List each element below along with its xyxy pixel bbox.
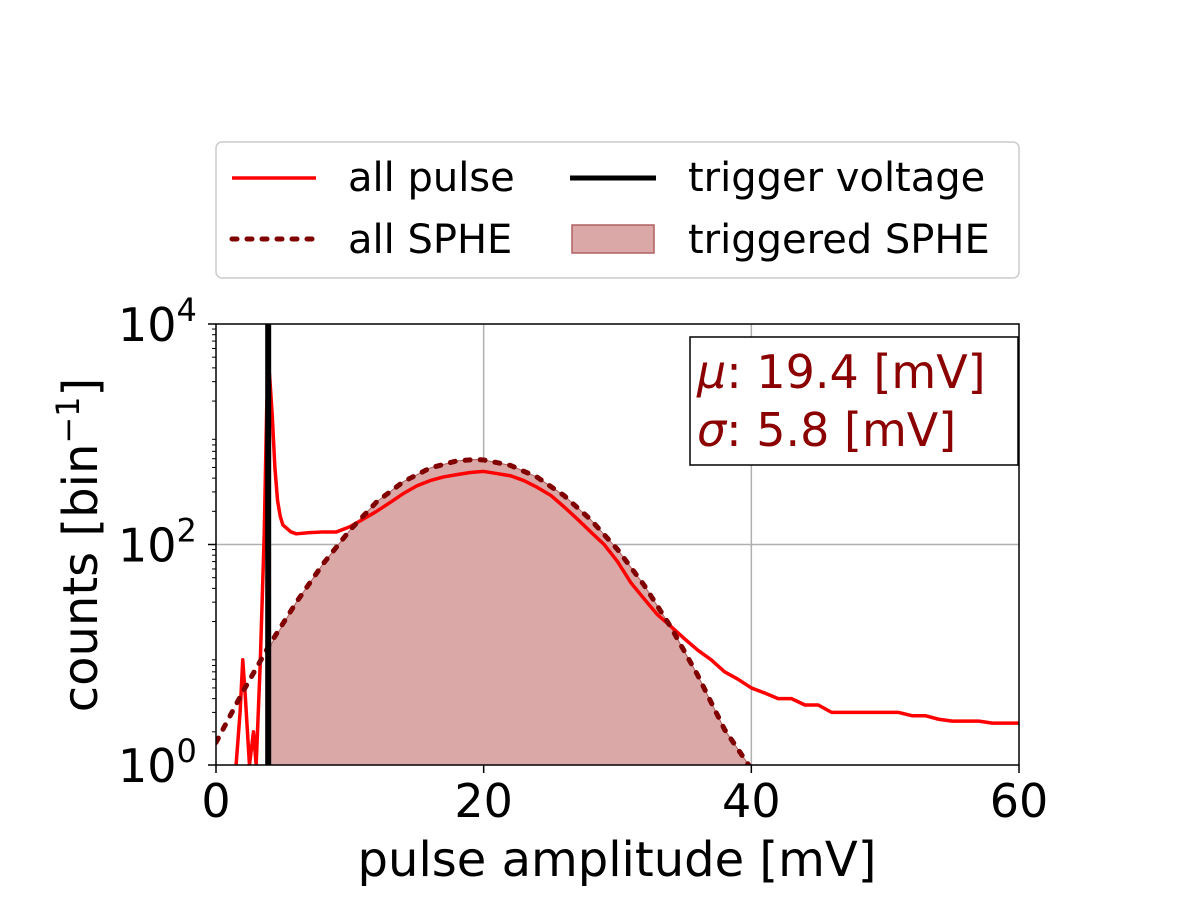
sigma-value: : 5.8 [mV] <box>726 403 956 457</box>
plot-data <box>216 324 1019 765</box>
x-tick-label: 0 <box>201 774 230 828</box>
stats-annotation: μ: 19.4 [mV] σ: 5.8 [mV] <box>689 336 1019 466</box>
y-tick-label: 104 <box>118 291 197 352</box>
sigma-symbol: σ <box>697 403 728 457</box>
legend-label-triggered-sphe: triggered SPHE <box>688 217 990 263</box>
mu-stat: μ: 19.4 [mV] <box>696 345 986 399</box>
x-tick-label: 60 <box>990 774 1049 828</box>
y-tick-label: 102 <box>118 512 197 573</box>
ticks: 0 20 40 60 100 102 104 <box>118 291 1048 828</box>
x-axis-label: pulse amplitude [mV] <box>358 832 877 888</box>
y-axis-label-main: counts [bin <box>53 444 109 713</box>
legend-label-all-pulse: all pulse <box>348 155 515 201</box>
legend-label-trigger-voltage: trigger voltage <box>688 155 985 201</box>
mu-symbol: μ <box>696 345 726 399</box>
all-pulse-line <box>234 372 1019 765</box>
mu-value: : 19.4 [mV] <box>726 345 985 399</box>
y-axis-label-exponent: −1 <box>49 396 87 443</box>
all-sphe-line <box>216 457 752 765</box>
stats-box <box>689 336 1019 466</box>
x-tick-label: 20 <box>454 774 513 828</box>
legend-label-all-sphe: all SPHE <box>348 217 512 263</box>
triggered-sphe-area <box>267 459 750 765</box>
y-tick-label: 100 <box>118 732 197 793</box>
y-axis-label: counts [bin−1] <box>49 378 109 713</box>
legend: all pulse all SPHE trigger voltage trigg… <box>215 141 1020 279</box>
x-tick-label: 40 <box>722 774 781 828</box>
legend-swatch-triggered-sphe <box>571 224 655 254</box>
legend-frame <box>215 141 1020 279</box>
sigma-stat: σ: 5.8 [mV] <box>697 403 956 457</box>
y-axis-label-close: ] <box>53 378 109 397</box>
